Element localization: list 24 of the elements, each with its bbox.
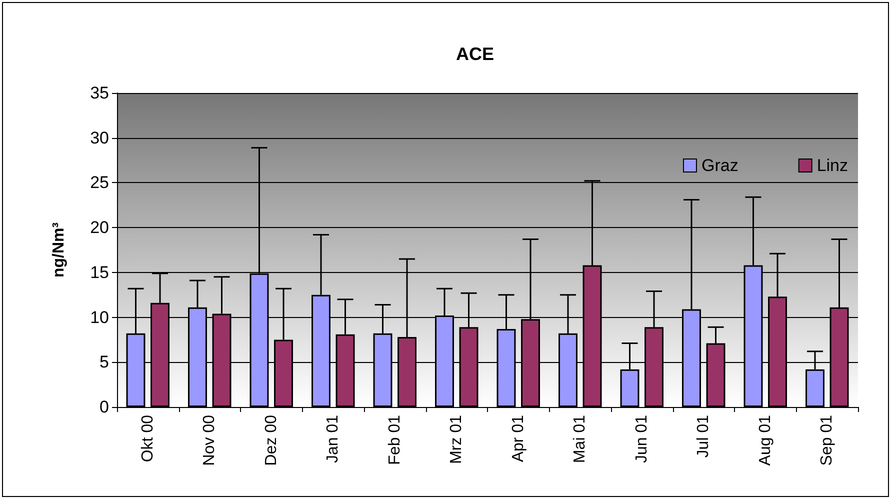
x-tick-label: Jun 01 <box>633 414 650 464</box>
y-tick-label: 15 <box>90 262 109 282</box>
x-tick-label: Dez 00 <box>262 414 280 466</box>
x-tick-label: Jan 01 <box>324 414 342 464</box>
chart-title: ACE <box>456 44 494 64</box>
y-tick-label: 35 <box>90 84 109 102</box>
legend-label: Graz <box>701 156 738 175</box>
legend-label: Linz <box>816 156 848 175</box>
x-tick-label: Sep 01 <box>818 414 836 466</box>
y-axis-title: ng/Nm³ <box>50 222 68 278</box>
y-tick-label: 30 <box>90 128 109 148</box>
x-tick-label: Mrz 01 <box>448 414 466 464</box>
x-tick-label: Jul 01 <box>695 414 712 458</box>
x-tick-label: Nov 00 <box>201 414 218 466</box>
x-tick-label: Apr 01 <box>510 414 527 462</box>
y-tick-label: 10 <box>90 308 109 327</box>
x-tick-label: Feb 01 <box>386 414 404 465</box>
x-tick-label: Okt 00 <box>139 414 156 462</box>
x-tick-label: Mai 01 <box>572 414 589 464</box>
y-tick-label: 0 <box>100 398 109 416</box>
y-tick-label: 25 <box>90 173 109 192</box>
x-tick-label: Aug 01 <box>756 414 774 466</box>
y-tick-label: 5 <box>100 352 109 372</box>
y-tick-label: 20 <box>90 218 109 238</box>
